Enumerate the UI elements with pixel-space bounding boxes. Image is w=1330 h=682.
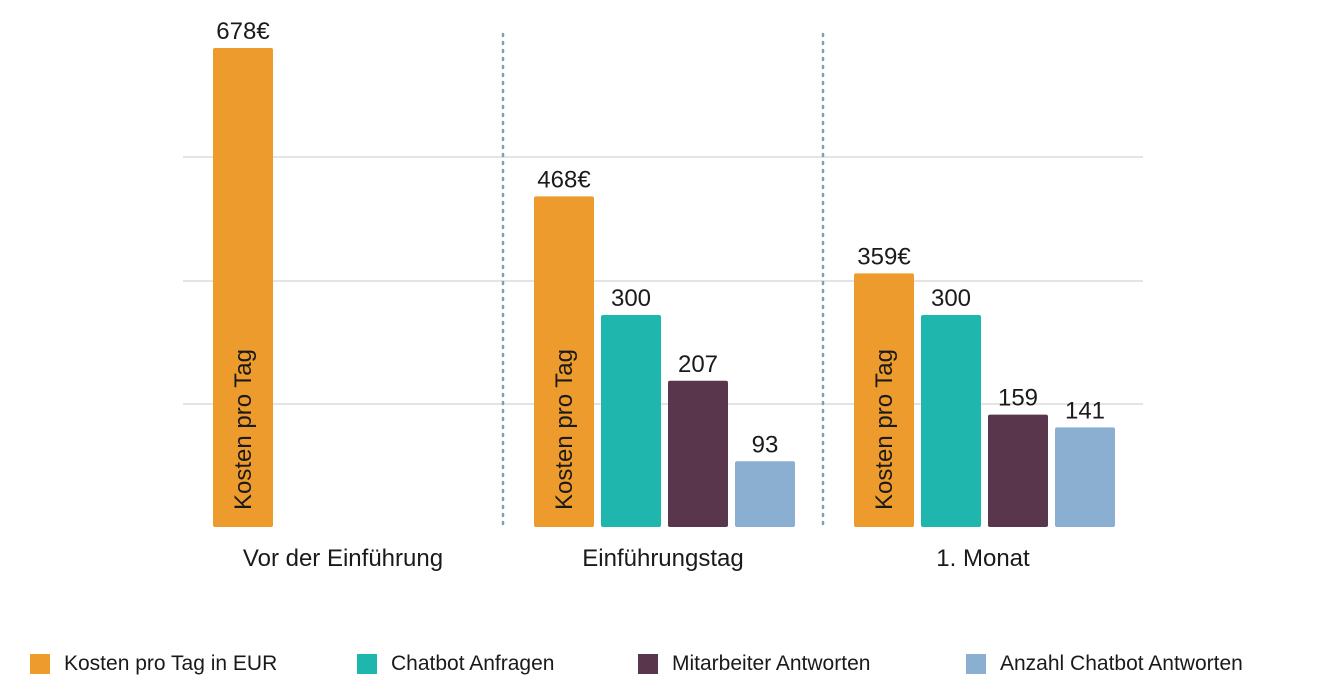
value-label-1-group-2: 468€ — [537, 166, 591, 193]
bar-chart: 678€ Kosten pro Tag 468€ Kosten pro Tag 300 2… — [183, 18, 1143, 572]
legend-item-4: Anzahl Chatbot Antworten — [966, 652, 1243, 676]
value-label-4-group-2: 93 — [752, 431, 779, 458]
value-label-3-group-3: 159 — [998, 385, 1038, 412]
group-separators — [501, 32, 825, 529]
value-label-2-group-2: 300 — [611, 285, 651, 312]
legend-label-1: Kosten pro Tag in EUR — [64, 652, 278, 675]
bar-2-group-3 — [921, 315, 981, 527]
legend-label-4: Anzahl Chatbot Antworten — [1000, 652, 1243, 675]
legend-item-3: Mitarbeiter Antworten — [638, 652, 870, 676]
legend-swatch-1 — [30, 654, 50, 674]
bar-3-group-2 — [668, 380, 728, 527]
gridlines — [183, 156, 1143, 405]
bar-4-group-3 — [1055, 427, 1115, 527]
category-label-3: 1. Monat — [936, 545, 1030, 572]
value-label-1-group-1: 678€ — [216, 18, 270, 45]
legend-swatch-4 — [966, 654, 986, 674]
bar-1-group-1 — [213, 48, 273, 527]
legend-label-2: Chatbot Anfragen — [391, 652, 555, 675]
category-label-1: Vor der Einführung — [243, 545, 443, 572]
bar-3-group-3 — [988, 414, 1048, 527]
inner-bar-label-group-2: Kosten pro Tag — [551, 349, 578, 510]
category-label-2: Einführungstag — [582, 545, 743, 572]
inner-bar-label-group-3: Kosten pro Tag — [871, 349, 898, 510]
category-labels: Vor der Einführung Einführungstag 1. Monat — [243, 545, 1030, 572]
legend-item-1: Kosten pro Tag in EUR — [30, 652, 277, 676]
value-labels: 678€ Kosten pro Tag 468€ Kosten pro Tag 300 2… — [216, 18, 1105, 510]
inner-bar-label-group-1: Kosten pro Tag — [230, 349, 257, 510]
value-label-4-group-3: 141 — [1065, 397, 1105, 424]
bars — [213, 48, 1115, 527]
legend-swatch-3 — [638, 654, 658, 674]
value-label-2-group-3: 300 — [931, 285, 971, 312]
legend-swatch-2 — [357, 654, 377, 674]
bar-2-group-2 — [601, 315, 661, 527]
bar-1-group-3 — [854, 273, 914, 527]
bar-4-group-2 — [735, 461, 795, 527]
legend: Kosten pro Tag in EUR Chatbot Anfragen Mit… — [0, 652, 1330, 682]
value-label-3-group-2: 207 — [678, 351, 718, 378]
legend-label-3: Mitarbeiter Antworten — [672, 652, 871, 675]
value-label-1-group-3: 359€ — [857, 243, 911, 270]
legend-item-2: Chatbot Anfragen — [357, 652, 554, 676]
bar-1-group-2 — [534, 196, 594, 527]
